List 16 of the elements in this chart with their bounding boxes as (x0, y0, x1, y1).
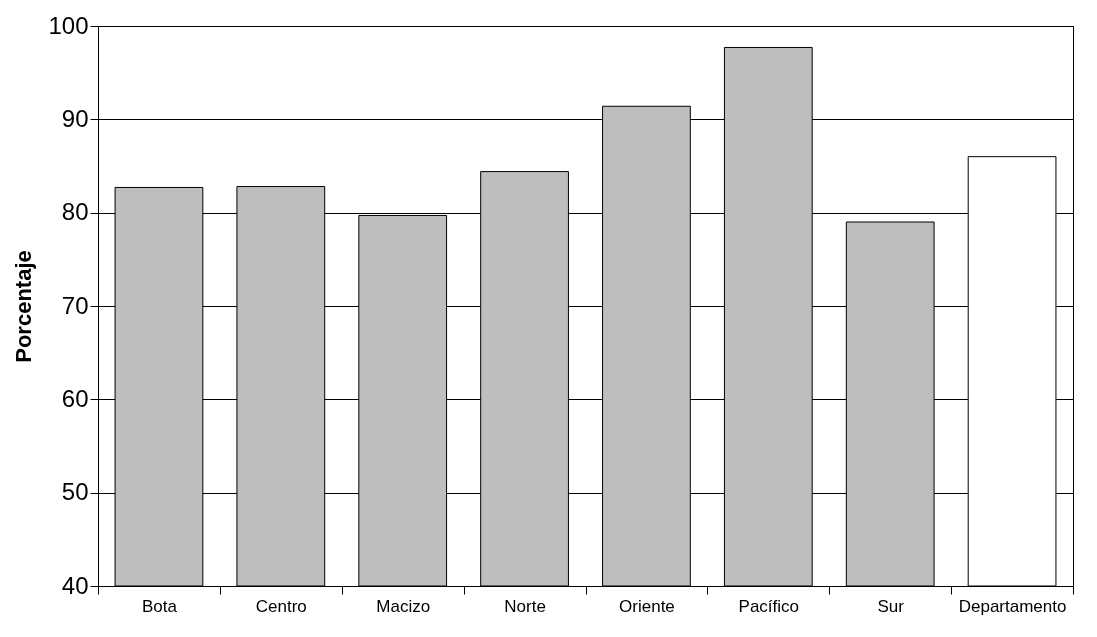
x-tick-label: Oriente (619, 596, 675, 616)
x-tick-label: Macizo (376, 596, 431, 616)
x-tick-label: Norte (504, 596, 546, 616)
y-tick-label: 40 (61, 571, 89, 599)
y-tick-label: 100 (48, 11, 89, 39)
x-tick-label: Centro (255, 596, 307, 616)
x-tick-label: Bota (141, 596, 178, 616)
x-tick-label: Departamento (958, 596, 1067, 616)
y-tick-label: 80 (61, 198, 89, 226)
x-tick-label: Pacífico (738, 596, 800, 616)
y-tick-label: 90 (61, 104, 89, 132)
y-tick-label: 70 (61, 291, 89, 319)
y-tick-label: 50 (61, 478, 89, 506)
y-tick-label: 60 (61, 384, 89, 412)
x-tick-label: Sur (877, 596, 905, 616)
y-axis-title: Porcentaje (11, 250, 37, 363)
